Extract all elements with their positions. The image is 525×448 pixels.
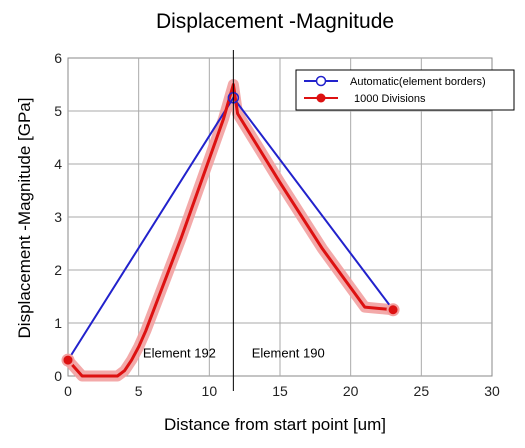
legend-1000-divisions-marker bbox=[316, 93, 326, 103]
1000-divisions-point bbox=[386, 303, 400, 317]
y-tick-label: 4 bbox=[54, 156, 62, 172]
y-tick-label: 3 bbox=[54, 209, 62, 225]
y-tick-label: 5 bbox=[54, 103, 62, 119]
x-axis-label: Distance from start point [um] bbox=[164, 415, 386, 434]
x-tick-label: 5 bbox=[135, 383, 143, 399]
legend-1000-divisions-label: 1000 Divisions bbox=[354, 93, 426, 105]
annotation-label: Element 190 bbox=[252, 345, 325, 360]
chart-title: Displacement -Magnitude bbox=[156, 10, 394, 33]
x-tick-label: 10 bbox=[202, 383, 218, 399]
legend-automatic-marker bbox=[315, 75, 327, 87]
legend-automatic-label: Automatic(element borders) bbox=[350, 76, 486, 88]
series-1000-divisions-line bbox=[66, 83, 394, 378]
1000-divisions-point bbox=[61, 353, 75, 367]
y-axis-label: Displacement -Magnitude [GPa] bbox=[15, 98, 34, 339]
y-tick-label: 0 bbox=[54, 368, 62, 384]
x-tick-label: 0 bbox=[64, 383, 72, 399]
x-tick-label: 30 bbox=[484, 383, 500, 399]
annotation-label: Element 192 bbox=[143, 345, 216, 360]
y-tick-label: 1 bbox=[54, 315, 62, 331]
x-tick-label: 15 bbox=[272, 383, 288, 399]
x-tick-label: 25 bbox=[414, 383, 430, 399]
x-tick-label: 20 bbox=[343, 383, 359, 399]
y-tick-label: 2 bbox=[54, 262, 62, 278]
legend-box bbox=[295, 69, 515, 111]
y-tick-label: 6 bbox=[54, 50, 62, 66]
